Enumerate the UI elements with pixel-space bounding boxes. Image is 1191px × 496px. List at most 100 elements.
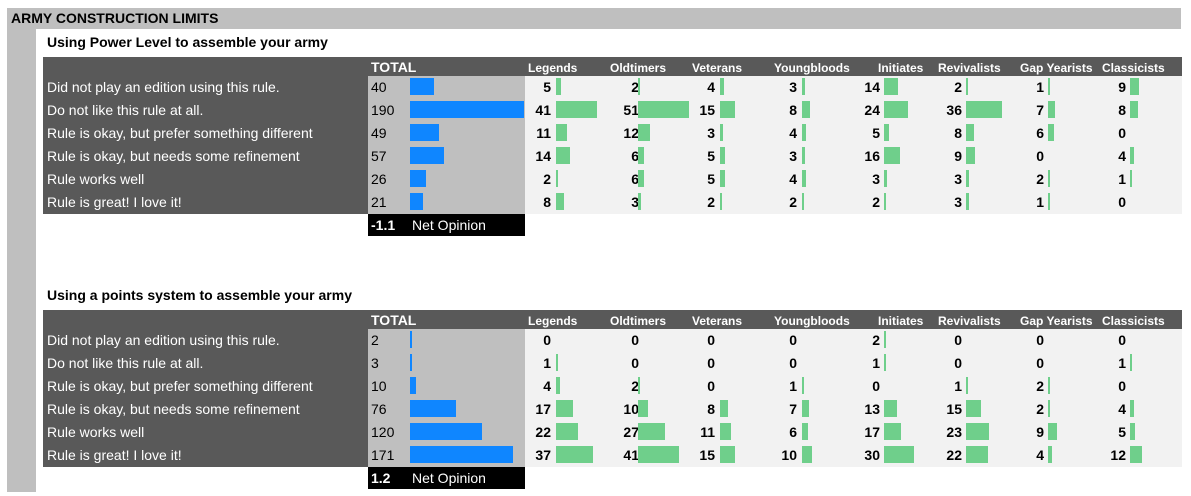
group-bar [556, 354, 558, 371]
group-bar [556, 124, 567, 141]
group-bar [1130, 78, 1139, 95]
group-column-header: Legends [528, 61, 578, 75]
group-column-header: Revivalists [938, 314, 1001, 328]
group-value: 37 [535, 447, 551, 463]
group-bar [802, 377, 804, 394]
group-value: 0 [1036, 332, 1044, 348]
group-column-header: Revivalists [938, 61, 1001, 75]
group-bar [638, 78, 640, 95]
total-bar [410, 400, 456, 417]
net-opinion-value: -1.1 [371, 217, 396, 233]
group-value: 7 [1036, 102, 1044, 118]
group-value: 30 [864, 447, 880, 463]
group-bar [966, 78, 968, 95]
group-value: 11 [700, 424, 715, 440]
chart-section-1: Using Power Level to assemble your army T… [0, 34, 1191, 236]
group-value: 6 [789, 424, 797, 440]
group-value: 0 [707, 332, 715, 348]
group-bar [638, 423, 665, 440]
group-value: 3 [872, 171, 880, 187]
group-bar [638, 400, 648, 417]
group-value: 8 [1118, 102, 1126, 118]
group-panel [525, 76, 1182, 214]
group-value: 12 [1110, 447, 1126, 463]
group-value: 17 [864, 424, 880, 440]
group-bar [1048, 446, 1052, 463]
total-value: 76 [371, 401, 387, 417]
group-bar [1048, 101, 1055, 118]
group-value: 0 [631, 355, 639, 371]
group-value: 4 [707, 79, 715, 95]
group-value: 0 [954, 355, 962, 371]
group-value: 7 [789, 401, 797, 417]
group-value: 0 [1036, 148, 1044, 164]
group-value: 10 [623, 401, 639, 417]
net-opinion-value: 1.2 [371, 470, 391, 486]
group-bar [966, 423, 989, 440]
group-bar [884, 423, 901, 440]
group-value: 1 [872, 355, 880, 371]
total-bar [410, 446, 513, 463]
group-value: 6 [631, 148, 639, 164]
group-value: 8 [954, 125, 962, 141]
group-bar [1130, 400, 1134, 417]
row-label: Rule works well [47, 424, 145, 440]
group-value: 15 [699, 447, 715, 463]
group-bar [884, 193, 886, 210]
group-bar [802, 446, 812, 463]
group-value: 3 [954, 171, 962, 187]
net-opinion-box: -1.1 Net Opinion [368, 214, 525, 236]
group-value: 0 [1036, 355, 1044, 371]
group-bar [1048, 193, 1050, 210]
total-value: 190 [371, 102, 395, 118]
group-value: 0 [789, 355, 797, 371]
group-bar [638, 101, 689, 118]
total-value: 171 [371, 447, 395, 463]
group-bar [556, 101, 597, 118]
group-value: 0 [872, 378, 880, 394]
total-bar [410, 101, 524, 118]
net-opinion-label: Net Opinion [412, 470, 486, 486]
group-value: 13 [864, 401, 880, 417]
group-column-header: Youngbloods [774, 61, 850, 75]
group-bar [802, 400, 809, 417]
group-bar [966, 124, 974, 141]
group-bar [720, 147, 725, 164]
group-bar [802, 78, 805, 95]
group-value: 0 [1118, 125, 1126, 141]
group-bar [884, 78, 898, 95]
group-value: 15 [699, 102, 715, 118]
total-value: 2 [371, 332, 379, 348]
group-value: 23 [946, 424, 962, 440]
group-bar [556, 446, 593, 463]
group-bar [1048, 78, 1050, 95]
group-column-header: Oldtimers [610, 61, 667, 75]
group-value: 3 [707, 125, 715, 141]
group-bar [1130, 354, 1132, 371]
group-value: 0 [1118, 378, 1126, 394]
row-label: Do not like this rule at all. [47, 355, 204, 371]
group-value: 0 [707, 378, 715, 394]
group-bar [884, 101, 908, 118]
group-bar [1130, 446, 1142, 463]
total-value: 57 [371, 148, 387, 164]
group-bar [884, 446, 914, 463]
group-bar [966, 170, 969, 187]
row-label: Rule is great! I love it! [47, 447, 182, 463]
group-value: 4 [1118, 401, 1126, 417]
group-bar [556, 400, 573, 417]
group-bar [556, 147, 570, 164]
group-bar [884, 170, 887, 187]
row-label: Did not play an edition using this rule. [47, 79, 280, 95]
group-bar [638, 446, 679, 463]
total-bar [410, 147, 444, 164]
group-value: 1 [1036, 194, 1044, 210]
group-column-header: Initiates [878, 314, 924, 328]
group-bar [1048, 377, 1050, 394]
group-bar [1130, 101, 1138, 118]
row-label-panel [43, 57, 368, 214]
group-value: 1 [1036, 79, 1044, 95]
group-bar [638, 147, 644, 164]
total-bar [410, 377, 416, 394]
row-label: Rule is okay, but prefer something diffe… [47, 125, 313, 141]
